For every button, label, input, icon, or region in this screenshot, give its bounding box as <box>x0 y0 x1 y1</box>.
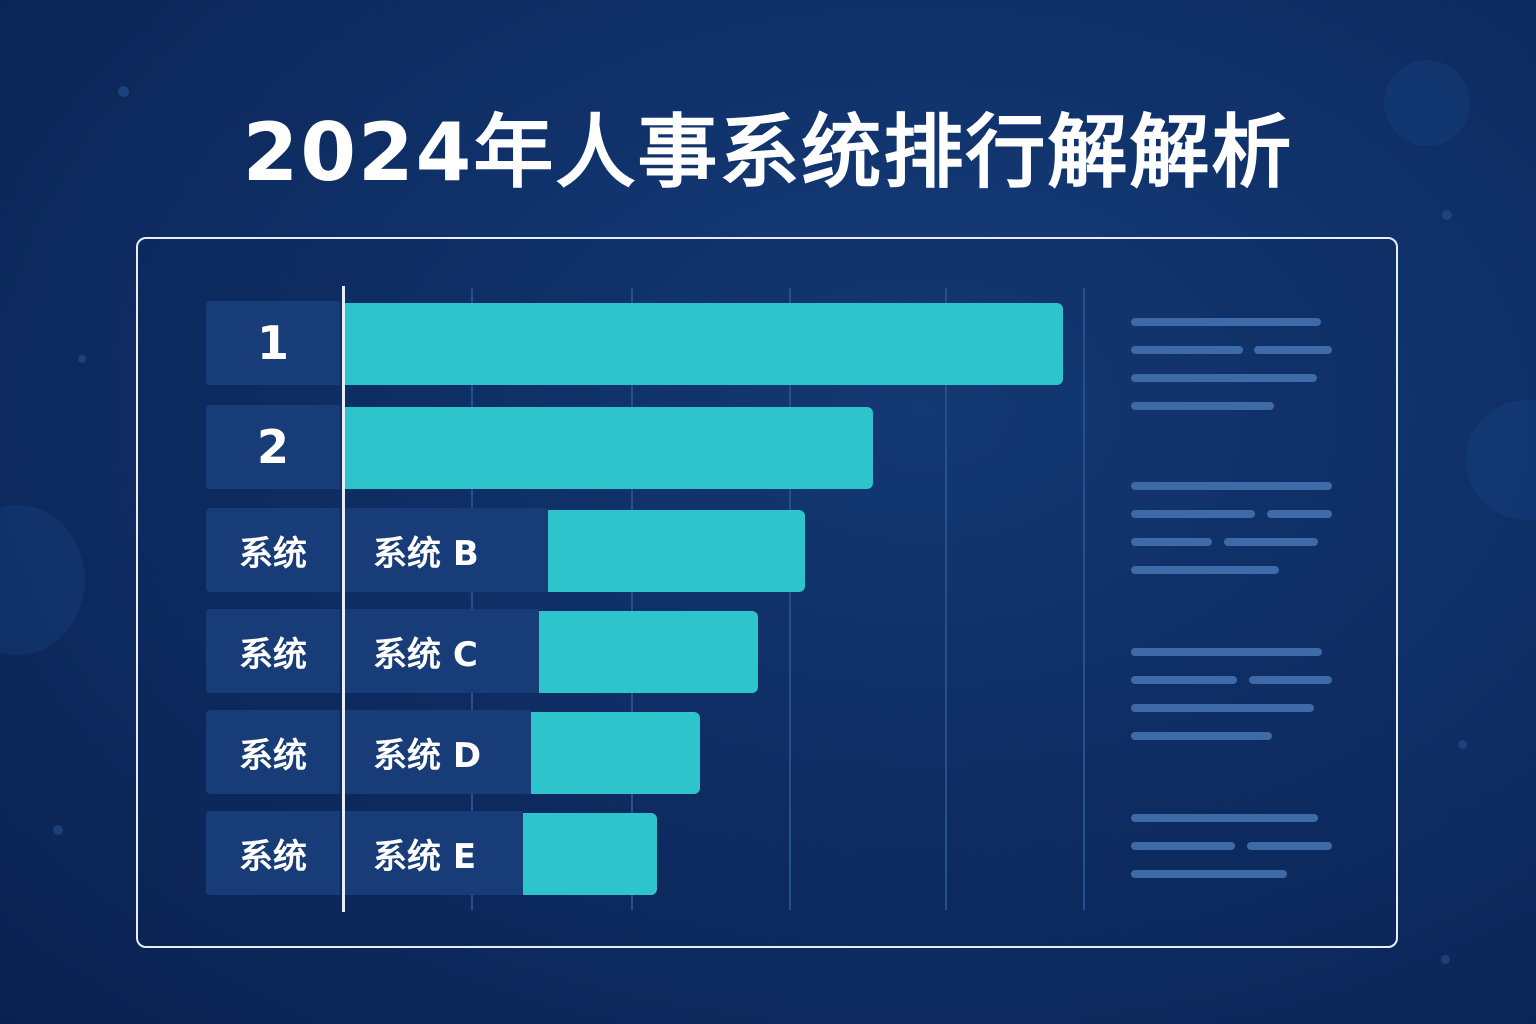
background-dot <box>1458 740 1467 749</box>
background-dot <box>53 825 63 835</box>
text-placeholder-line <box>1131 704 1314 712</box>
background-circle <box>1384 60 1470 146</box>
background-dot <box>118 86 129 97</box>
text-placeholder-line <box>1247 842 1332 850</box>
bar <box>539 611 758 693</box>
bar <box>345 303 1063 385</box>
text-placeholder-line <box>1224 538 1318 546</box>
bar <box>345 407 873 489</box>
background-dot <box>1442 210 1452 220</box>
text-placeholder-line <box>1131 648 1322 656</box>
category-label: 系统 E <box>345 811 523 895</box>
text-placeholder-line <box>1131 566 1279 574</box>
rank-label: 系统 <box>206 508 340 592</box>
background-dot <box>78 355 86 363</box>
rank-label: 2 <box>206 405 340 489</box>
text-placeholder-line <box>1131 510 1255 518</box>
category-label: 系统 D <box>345 710 531 794</box>
rank-label: 系统 <box>206 609 340 693</box>
page-title: 2024年人事系统排行解解析 <box>242 106 1294 199</box>
rank-label: 1 <box>206 301 340 385</box>
text-placeholder-line <box>1131 842 1235 850</box>
text-placeholder-line <box>1131 402 1274 410</box>
text-placeholder-line <box>1131 870 1287 878</box>
text-placeholder-line <box>1131 346 1243 354</box>
text-placeholder-line <box>1131 676 1237 684</box>
category-label: 系统 C <box>345 609 539 693</box>
bar <box>531 712 701 794</box>
text-placeholder-line <box>1131 318 1321 326</box>
y-axis-line <box>342 286 345 912</box>
text-placeholder-line <box>1131 538 1212 546</box>
text-placeholder-line <box>1254 346 1332 354</box>
rank-label: 系统 <box>206 710 340 794</box>
text-placeholder-line <box>1131 732 1272 740</box>
text-placeholder-line <box>1131 482 1332 490</box>
text-placeholder-line <box>1131 814 1318 822</box>
rank-label: 系统 <box>206 811 340 895</box>
text-placeholder-line <box>1267 510 1332 518</box>
text-placeholder-line <box>1131 374 1317 382</box>
category-label: 系统 B <box>345 508 548 592</box>
text-placeholder-line <box>1249 676 1332 684</box>
bar <box>523 813 658 895</box>
background-dot <box>1441 955 1450 964</box>
bar <box>548 510 805 592</box>
